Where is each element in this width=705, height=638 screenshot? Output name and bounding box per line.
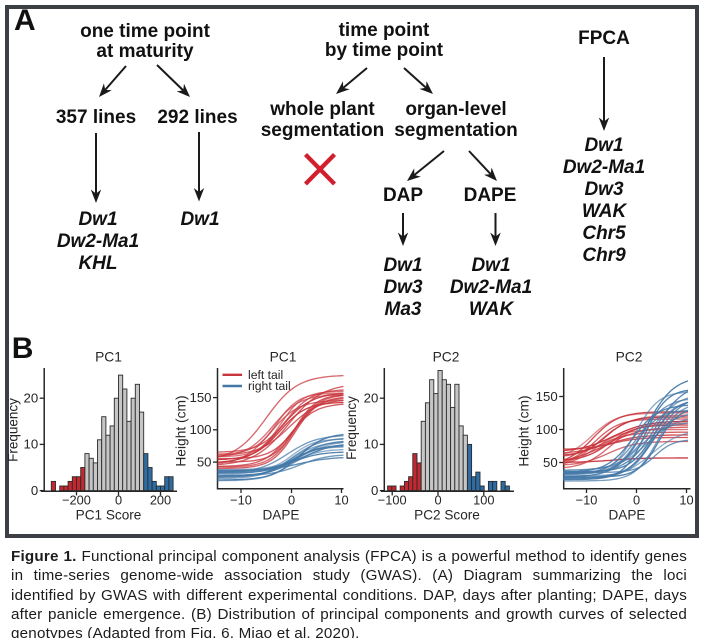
svg-text:−100: −100 — [378, 492, 407, 507]
svg-text:0: 0 — [434, 492, 441, 507]
svg-text:DAPE: DAPE — [262, 507, 299, 522]
svg-text:Frequency: Frequency — [6, 398, 21, 462]
svg-text:100: 100 — [473, 492, 494, 507]
svg-text:PC1 Score: PC1 Score — [76, 507, 142, 522]
svg-text:−200: −200 — [62, 492, 91, 507]
svg-text:20: 20 — [364, 391, 379, 406]
svg-text:0: 0 — [31, 483, 38, 498]
svg-text:PC1: PC1 — [95, 350, 122, 365]
svg-text:200: 200 — [150, 492, 171, 507]
svg-text:PC1: PC1 — [270, 350, 297, 365]
svg-text:PC2: PC2 — [616, 350, 643, 365]
svg-text:Frequency: Frequency — [344, 396, 359, 460]
svg-text:−10: −10 — [576, 492, 598, 507]
svg-text:DAPE: DAPE — [608, 507, 645, 522]
svg-text:left tail: left tail — [248, 368, 283, 382]
svg-text:50: 50 — [197, 454, 212, 469]
svg-text:10: 10 — [24, 437, 39, 452]
svg-text:right tail: right tail — [248, 379, 291, 393]
svg-text:150: 150 — [189, 390, 211, 405]
svg-text:100: 100 — [536, 422, 558, 437]
svg-text:10: 10 — [334, 492, 348, 507]
svg-text:Height (cm): Height (cm) — [174, 395, 189, 466]
svg-text:100: 100 — [189, 422, 211, 437]
svg-text:0: 0 — [633, 492, 640, 507]
svg-text:0: 0 — [371, 483, 378, 498]
svg-text:10: 10 — [679, 492, 693, 507]
svg-text:150: 150 — [536, 389, 558, 404]
svg-text:50: 50 — [543, 455, 558, 470]
svg-text:PC2: PC2 — [433, 350, 460, 365]
svg-text:Height (cm): Height (cm) — [517, 395, 532, 466]
svg-text:0: 0 — [288, 492, 295, 507]
svg-text:20: 20 — [24, 391, 39, 406]
svg-text:−10: −10 — [230, 492, 252, 507]
svg-text:PC2 Score: PC2 Score — [414, 507, 480, 522]
svg-text:0: 0 — [115, 492, 122, 507]
svg-text:10: 10 — [364, 437, 379, 452]
